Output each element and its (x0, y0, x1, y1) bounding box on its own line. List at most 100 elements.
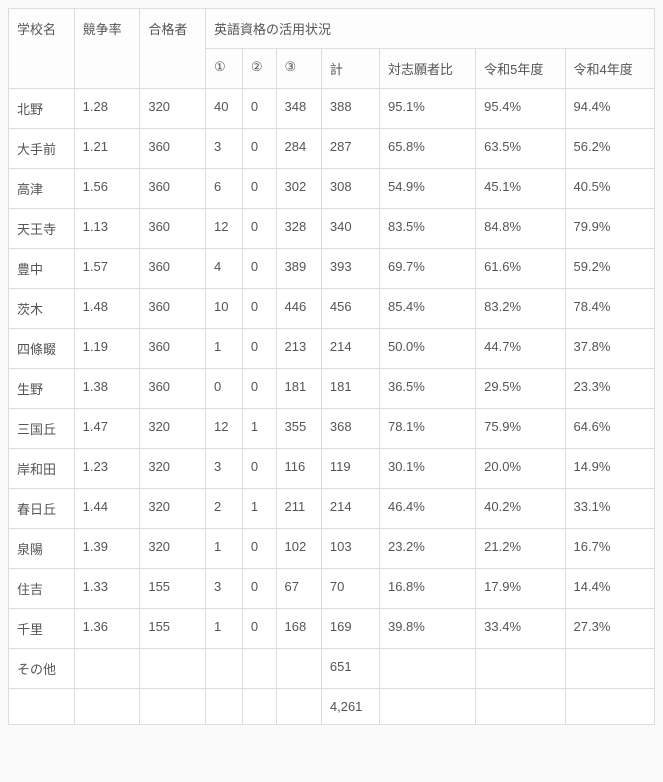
cell-total: 287 (321, 129, 379, 169)
cell-pass: 320 (140, 449, 206, 489)
cell-c2 (242, 649, 276, 689)
cell-r5: 21.2% (476, 529, 565, 569)
cell-ratio: 1.33 (74, 569, 140, 609)
cell-c3: 328 (276, 209, 321, 249)
cell-c3 (276, 689, 321, 725)
cell-r4: 23.3% (565, 369, 654, 409)
cell-ratio: 1.19 (74, 329, 140, 369)
cell-c3: 102 (276, 529, 321, 569)
cell-ratio (74, 649, 140, 689)
cell-pass: 320 (140, 489, 206, 529)
col-r4: 令和4年度 (565, 49, 654, 89)
table-row: 岸和田1.233203011611930.1%20.0%14.9% (9, 449, 655, 489)
cell-vs: 78.1% (379, 409, 475, 449)
cell-c2: 0 (242, 569, 276, 609)
cell-vs: 46.4% (379, 489, 475, 529)
col-c2: ② (242, 49, 276, 89)
cell-r5: 45.1% (476, 169, 565, 209)
cell-c3: 355 (276, 409, 321, 449)
cell-r5: 20.0% (476, 449, 565, 489)
cell-r5: 29.5% (476, 369, 565, 409)
cell-r4: 40.5% (565, 169, 654, 209)
cell-total: 388 (321, 89, 379, 129)
table-row: 千里1.361551016816939.8%33.4%27.3% (9, 609, 655, 649)
header-row-1: 学校名 競争率 合格者 英語資格の活用状況 (9, 9, 655, 49)
cell-c3: 168 (276, 609, 321, 649)
cell-ratio: 1.21 (74, 129, 140, 169)
cell-c2: 0 (242, 89, 276, 129)
cell-r4: 56.2% (565, 129, 654, 169)
cell-r4: 14.4% (565, 569, 654, 609)
cell-c3: 67 (276, 569, 321, 609)
cell-total: 456 (321, 289, 379, 329)
cell-pass: 155 (140, 569, 206, 609)
cell-r4: 59.2% (565, 249, 654, 289)
cell-c3 (276, 649, 321, 689)
table-row: 豊中1.573604038939369.7%61.6%59.2% (9, 249, 655, 289)
cell-vs: 30.1% (379, 449, 475, 489)
cell-pass: 360 (140, 129, 206, 169)
cell-school: 高津 (9, 169, 75, 209)
cell-ratio: 1.38 (74, 369, 140, 409)
cell-vs: 85.4% (379, 289, 475, 329)
cell-school: 茨木 (9, 289, 75, 329)
cell-r5: 63.5% (476, 129, 565, 169)
cell-r5: 40.2% (476, 489, 565, 529)
cell-pass: 360 (140, 249, 206, 289)
cell-pass: 320 (140, 409, 206, 449)
cell-school (9, 689, 75, 725)
cell-r4: 78.4% (565, 289, 654, 329)
cell-school: 豊中 (9, 249, 75, 289)
cell-c1 (206, 649, 243, 689)
cell-c1: 3 (206, 449, 243, 489)
cell-school: 四條畷 (9, 329, 75, 369)
cell-pass: 360 (140, 169, 206, 209)
cell-ratio (74, 689, 140, 725)
cell-c1: 10 (206, 289, 243, 329)
cell-r5 (476, 649, 565, 689)
col-total: 計 (321, 49, 379, 89)
table-row: 泉陽1.393201010210323.2%21.2%16.7% (9, 529, 655, 569)
cell-school: 岸和田 (9, 449, 75, 489)
cell-r5: 84.8% (476, 209, 565, 249)
table-body: 北野1.2832040034838895.1%95.4%94.4%大手前1.21… (9, 89, 655, 725)
cell-ratio: 1.44 (74, 489, 140, 529)
cell-school: 北野 (9, 89, 75, 129)
col-c1: ① (206, 49, 243, 89)
cell-pass: 360 (140, 329, 206, 369)
cell-c2: 0 (242, 289, 276, 329)
cell-total: 119 (321, 449, 379, 489)
cell-total: 103 (321, 529, 379, 569)
cell-c1: 2 (206, 489, 243, 529)
cell-c2: 0 (242, 449, 276, 489)
cell-r4: 16.7% (565, 529, 654, 569)
table-row: 生野1.383600018118136.5%29.5%23.3% (9, 369, 655, 409)
cell-c1: 3 (206, 129, 243, 169)
cell-r5: 61.6% (476, 249, 565, 289)
cell-c2: 0 (242, 249, 276, 289)
cell-c1: 12 (206, 409, 243, 449)
cell-r4: 27.3% (565, 609, 654, 649)
cell-c2: 0 (242, 169, 276, 209)
cell-r5: 83.2% (476, 289, 565, 329)
cell-c1: 4 (206, 249, 243, 289)
cell-vs: 65.8% (379, 129, 475, 169)
col-ratio: 競争率 (74, 9, 140, 89)
cell-c3: 211 (276, 489, 321, 529)
col-c3: ③ (276, 49, 321, 89)
cell-r4: 79.9% (565, 209, 654, 249)
table-row: 春日丘1.443202121121446.4%40.2%33.1% (9, 489, 655, 529)
cell-r5: 33.4% (476, 609, 565, 649)
cell-r4: 37.8% (565, 329, 654, 369)
cell-c2: 1 (242, 489, 276, 529)
cell-pass (140, 689, 206, 725)
cell-ratio: 1.47 (74, 409, 140, 449)
cell-c3: 302 (276, 169, 321, 209)
col-vs: 対志願者比 (379, 49, 475, 89)
cell-ratio: 1.28 (74, 89, 140, 129)
table-row: 高津1.563606030230854.9%45.1%40.5% (9, 169, 655, 209)
cell-school: 生野 (9, 369, 75, 409)
table-row: 大手前1.213603028428765.8%63.5%56.2% (9, 129, 655, 169)
cell-vs: 39.8% (379, 609, 475, 649)
cell-c1: 1 (206, 609, 243, 649)
